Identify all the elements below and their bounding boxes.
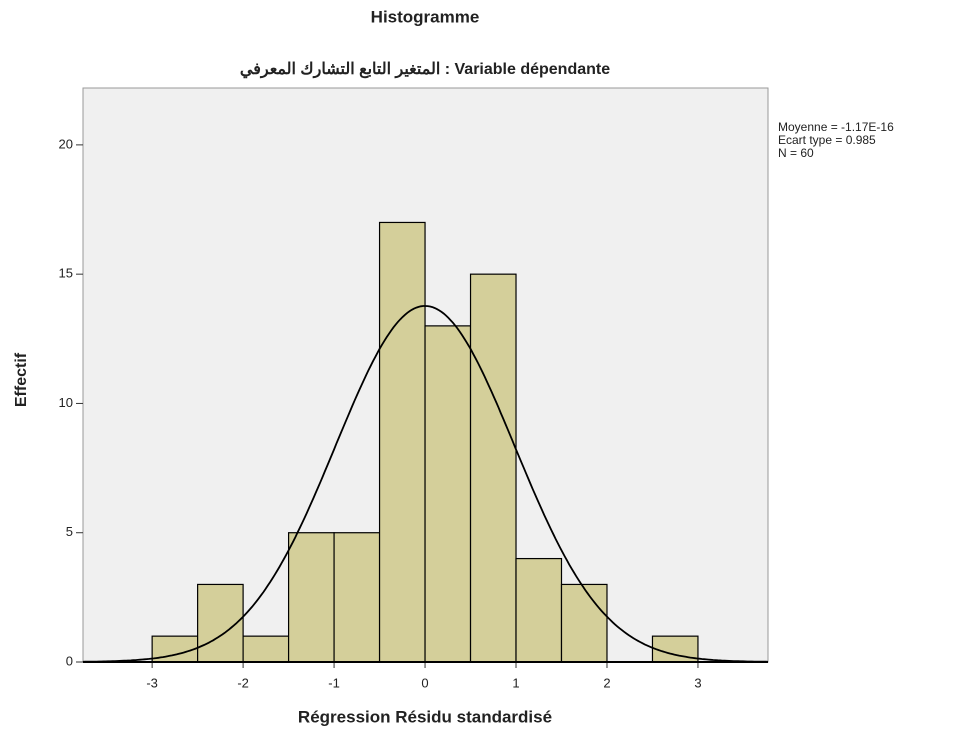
bar xyxy=(651,635,699,663)
stats-annotation: N = 60 xyxy=(778,146,814,160)
chart-subtitle: المتغير التابع التشارك المعرفي : Variabl… xyxy=(240,61,610,79)
bar xyxy=(424,325,472,663)
stats-annotation: Ecart type = 0.985 xyxy=(778,133,876,147)
x-tick-label: -1 xyxy=(328,675,340,690)
bar xyxy=(560,583,608,663)
bar xyxy=(333,532,381,663)
y-tick-label: 10 xyxy=(59,395,73,410)
x-tick-label: 3 xyxy=(694,675,701,690)
bar xyxy=(515,557,563,663)
x-axis-label: Régression Résidu standardisé xyxy=(298,707,552,726)
bar xyxy=(151,635,199,663)
stats-annotation: Moyenne = -1.17E-16 xyxy=(778,120,894,134)
bar xyxy=(378,221,426,663)
x-tick-label: 1 xyxy=(512,675,519,690)
chart-title: Histogramme xyxy=(371,7,480,26)
x-tick-label: 2 xyxy=(603,675,610,690)
bar xyxy=(242,635,290,663)
x-tick-label: -2 xyxy=(237,675,249,690)
y-tick-label: 20 xyxy=(59,136,73,151)
normal-curve xyxy=(82,305,769,663)
y-tick-label: 15 xyxy=(59,266,73,281)
bar xyxy=(287,532,335,663)
y-tick-label: 0 xyxy=(66,653,73,668)
y-axis-label: Effectif xyxy=(13,352,30,407)
x-tick-label: 0 xyxy=(421,675,428,690)
bar xyxy=(469,273,517,663)
x-tick-label: -3 xyxy=(146,675,158,690)
y-tick-label: 5 xyxy=(66,524,73,539)
